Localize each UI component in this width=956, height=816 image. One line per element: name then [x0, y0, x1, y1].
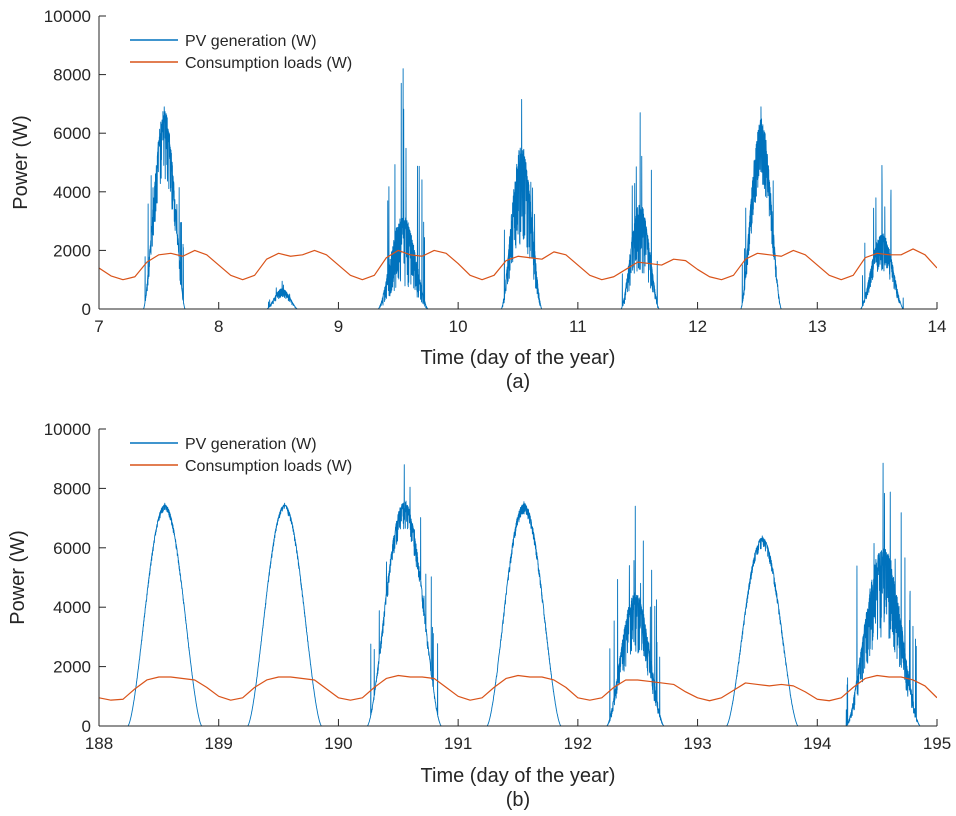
series-line-pv — [99, 68, 937, 309]
y-tick-label: 4000 — [53, 598, 91, 617]
series-line-consumption — [99, 674, 937, 702]
x-tick-label: 190 — [324, 734, 352, 753]
y-tick-label: 0 — [82, 717, 91, 736]
series-line-pv — [99, 462, 937, 726]
legend-entry: Consumption loads (W) — [185, 55, 352, 72]
y-tick-label: 8000 — [53, 479, 91, 498]
panel-b: 0 2000 4000 6000 8000 10000 188 189 190 191 192 193… — [7, 420, 951, 811]
y-tick-label: 6000 — [53, 539, 91, 558]
y-tick-label: 8000 — [53, 66, 91, 85]
x-tick-label: 188 — [85, 734, 113, 753]
series-line-consumption — [99, 248, 937, 281]
x-tick-label: 12 — [688, 317, 707, 336]
legend-entry: PV generation (W) — [185, 436, 317, 453]
y-axis-label: Power (W) — [7, 530, 29, 624]
y-tick-label: 10000 — [44, 420, 91, 439]
legend: PV generation (W) Consumption loads (W) — [130, 33, 352, 72]
panel-a: 0 2000 4000 6000 8000 10000 7 8 9 10 11 12 13 14 Time … — [10, 7, 946, 393]
legend: PV generation (W) Consumption loads (W) — [130, 436, 352, 475]
x-tick-label: 192 — [564, 734, 592, 753]
legend-entry: Consumption loads (W) — [185, 458, 352, 475]
x-tick-label: 9 — [334, 317, 343, 336]
plot-area — [99, 462, 937, 726]
y-tick-label: 2000 — [53, 241, 91, 260]
y-tick-label: 4000 — [53, 183, 91, 202]
x-tick-label: 11 — [569, 317, 587, 336]
x-tick-label: 193 — [683, 734, 711, 753]
y-tick-label: 10000 — [44, 7, 91, 26]
y-axis-label: Power (W) — [10, 115, 32, 209]
x-tick-label: 14 — [928, 317, 947, 336]
panel-label: (b) — [506, 789, 530, 811]
x-tick-label: 8 — [214, 317, 223, 336]
x-tick-label: 194 — [803, 734, 831, 753]
y-tick-label: 2000 — [53, 658, 91, 677]
legend-entry: PV generation (W) — [185, 33, 317, 50]
x-tick-label: 13 — [808, 317, 827, 336]
plot-area — [99, 68, 937, 309]
x-axis-label: Time (day of the year) — [421, 765, 616, 787]
y-tick-label: 0 — [82, 300, 91, 319]
x-tick-label: 191 — [444, 734, 472, 753]
panel-label: (a) — [506, 371, 530, 393]
x-tick-label: 189 — [205, 734, 233, 753]
x-tick-label: 10 — [449, 317, 468, 336]
y-tick-label: 6000 — [53, 124, 91, 143]
x-tick-label: 7 — [94, 317, 103, 336]
x-tick-label: 195 — [923, 734, 951, 753]
x-axis-label: Time (day of the year) — [421, 347, 616, 369]
